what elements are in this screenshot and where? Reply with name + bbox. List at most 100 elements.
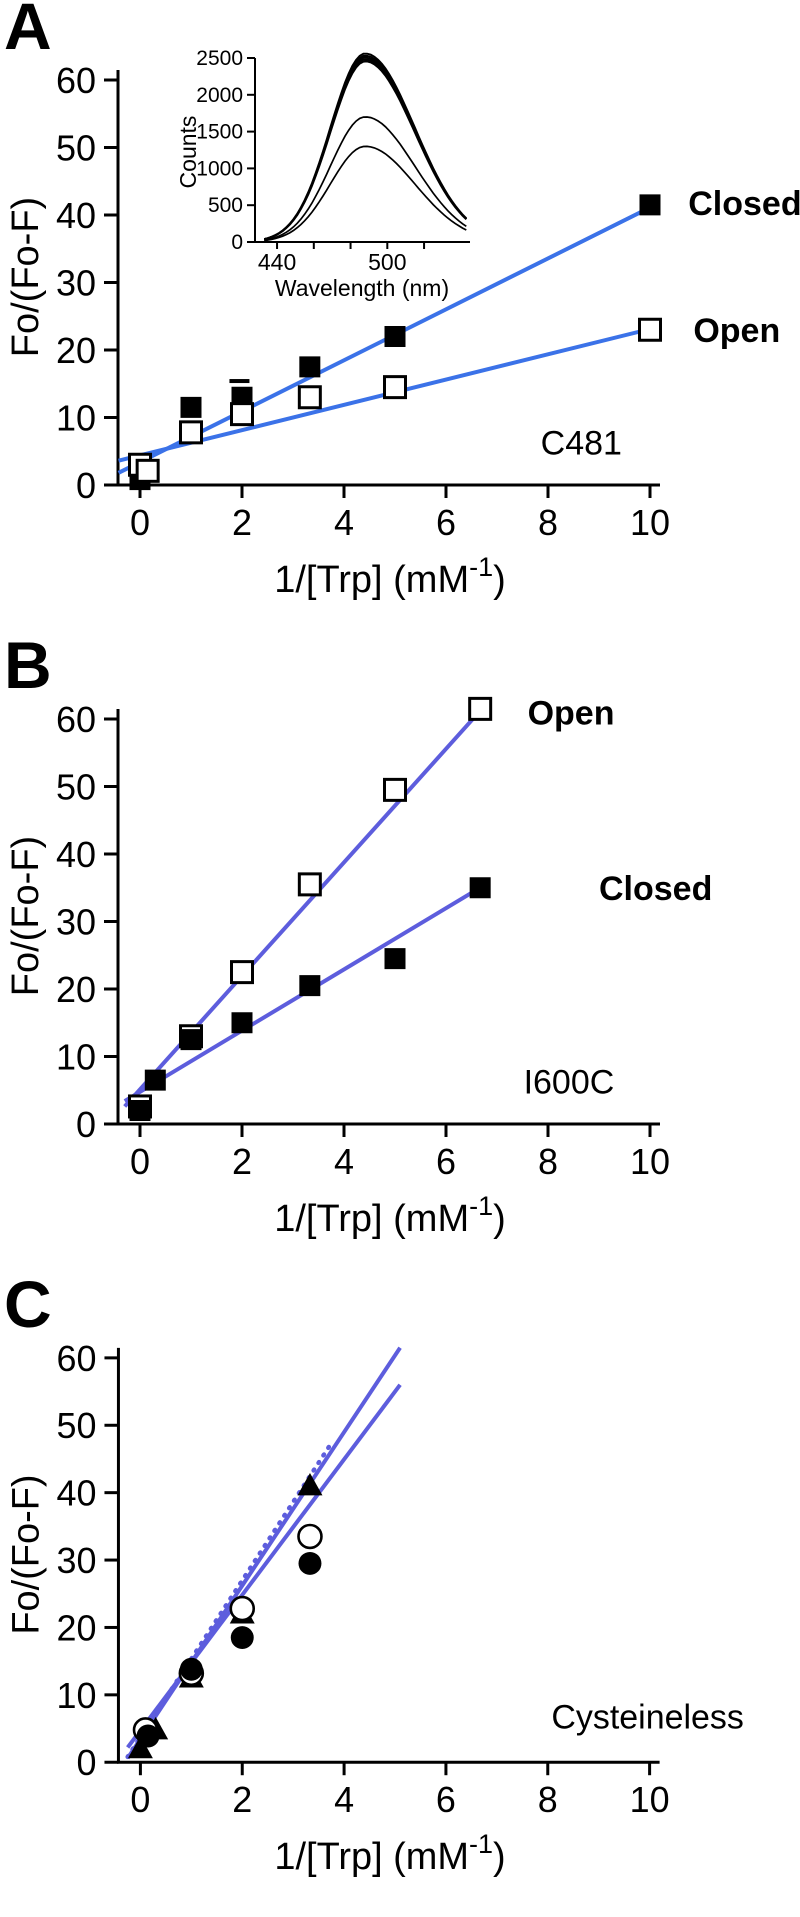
xtick-label: 10 [630, 502, 670, 543]
ytick-label: 60 [56, 60, 96, 101]
x-axis-label: 1/[Trp] (mM-1) [274, 1829, 505, 1878]
ytick-label: 40 [56, 195, 96, 236]
y-axis-label: Fo/(Fo-F) [6, 1474, 48, 1634]
xtick-label: 0 [130, 1779, 150, 1820]
series-markers [128, 194, 662, 491]
series-label-closed: Closed [599, 870, 712, 908]
ytick-label: 30 [56, 902, 96, 943]
marker-circle-filled [230, 1626, 254, 1650]
xtick-label: 6 [436, 1141, 456, 1182]
inset-spectrum-curve [263, 54, 468, 241]
ytick-label: 10 [56, 398, 96, 439]
inset-spectrum-curve [263, 58, 468, 241]
inset-spectrum-curve [263, 60, 467, 241]
marker-square-filled [180, 396, 202, 418]
marker-square-filled [639, 194, 661, 216]
panel-b-chart: 0 2 4 6 8 10 0 10 20 30 40 50 60 1/[Trp] (mM-1) Fo/(Fo… [5, 694, 713, 1240]
marker-square-filled [384, 326, 406, 347]
ytick-label: 50 [56, 767, 96, 808]
marker-square-open [297, 385, 322, 410]
marker-square-open [383, 375, 407, 400]
marker-square-filled [299, 356, 321, 378]
inset-spectra: 0 500 1000 1500 2000 2500 440 500 Counts Waveleng… [175, 47, 470, 301]
inset-ytick-label: 0 [231, 231, 243, 254]
inset-xtick-label: 500 [368, 249, 406, 275]
axis-lines [116, 709, 660, 1126]
inset-xlabel: Wavelength (nm) [275, 275, 449, 301]
marker-circle-open [297, 1523, 323, 1550]
marker-square-open [179, 420, 203, 445]
marker-circle-filled [298, 1551, 322, 1575]
marker-circle-filled [136, 1724, 160, 1748]
ytick-label: 60 [56, 1338, 96, 1379]
xtick-label: 10 [630, 1141, 670, 1182]
marker-square-filled [129, 1100, 151, 1121]
marker-square-filled [384, 948, 406, 970]
panel-annotation: I600C [524, 1064, 615, 1102]
series-label-closed: Closed [688, 185, 800, 223]
ytick-label: 40 [56, 1473, 96, 1514]
ytick-label: 0 [76, 465, 96, 506]
marker-square-open [383, 777, 407, 802]
panel-a-letter: A [4, 0, 52, 63]
panel-c-chart: 0 2 4 6 8 10 0 10 20 30 40 50 60 1/[Trp] (mM-1) Fo/(Fo… [6, 1338, 744, 1878]
xtick-label: 8 [538, 1779, 558, 1820]
xtick-label: 10 [630, 1779, 670, 1820]
panel-annotation: C481 [541, 425, 622, 463]
inset-spectrum-curve [264, 145, 467, 242]
marker-square-filled [231, 1012, 253, 1034]
ytick-label: 20 [56, 1607, 96, 1648]
series-circle-filled [136, 1551, 322, 1748]
marker-square-open [230, 402, 254, 427]
inset-axes [254, 58, 470, 243]
inset-spectrum-curve [264, 116, 467, 241]
series-markers [127, 1472, 323, 1759]
inset-ytick-label: 500 [208, 194, 243, 217]
inset-ylabel: Counts [175, 116, 201, 189]
xtick-label: 4 [334, 502, 354, 543]
panel-annotation: Cysteineless [551, 1699, 743, 1737]
ytick-label: 10 [56, 1037, 96, 1078]
xtick-label: 0 [130, 502, 150, 543]
marker-square-open [468, 696, 493, 721]
axes: 0 2 4 6 8 10 0 10 20 30 40 50 60 1/[Trp] (mM-1) Fo/(Fo… [5, 699, 670, 1240]
ytick-label: 30 [56, 1540, 96, 1581]
axes: 0 2 4 6 8 10 0 10 20 30 40 50 60 1/[Trp] (mM-1) Fo/(Fo… [5, 60, 670, 601]
labels: I600C Open Closed [524, 694, 713, 1101]
xtick-label: 8 [538, 1141, 558, 1182]
xtick-label: 4 [334, 1141, 354, 1182]
marker-circle-open [229, 1595, 256, 1622]
xtick-label: 8 [538, 502, 558, 543]
ytick-label: 30 [56, 263, 96, 304]
y-axis-label: Fo/(Fo-F) [5, 836, 47, 996]
inset-ytick-label: 1500 [196, 121, 243, 144]
xtick-label: 2 [232, 502, 252, 543]
inset-ytick-label: 2000 [196, 84, 243, 107]
x-axis-label: 1/[Trp] (mM-1) [274, 1191, 506, 1240]
panel-c-letter: C [4, 1267, 52, 1341]
xtick-label: 2 [232, 1141, 252, 1182]
inset-xtick-label: 440 [258, 249, 296, 275]
series-label-open: Open [528, 694, 615, 732]
xtick-label: 0 [130, 1141, 150, 1182]
ytick-label: 10 [56, 1675, 96, 1716]
marker-square-filled [469, 877, 491, 899]
ytick-label: 50 [56, 128, 96, 169]
marker-square-filled [180, 1029, 202, 1051]
marker-square-open [135, 458, 160, 483]
marker-square-open [638, 317, 662, 342]
panel-b: B 0 2 4 6 8 10 0 10 20 30 40 50 60 1/[Trp] (mM-1) Fo/(… [0, 629, 800, 1278]
labels: Cysteineless [551, 1699, 743, 1737]
marker-square-filled [144, 1069, 166, 1091]
panel-a-chart: 0 2 4 6 8 10 0 10 20 30 40 50 60 1/[Trp] (mM-1) Fo/(Fo… [5, 47, 800, 601]
inset-ytick-label: 2500 [196, 47, 243, 70]
panel-a: A 0 2 4 6 8 10 0 10 20 30 40 50 60 1/[Trp] (mM-1) Fo/(… [0, 0, 800, 639]
ytick-label: 0 [76, 1742, 96, 1783]
xtick-label: 6 [436, 502, 456, 543]
fit-lines [125, 1346, 402, 1760]
series-open [128, 317, 662, 483]
marker-square-open [230, 960, 254, 985]
series-markers [128, 696, 493, 1121]
marker-circle-filled [179, 1657, 203, 1681]
labels: C481 Closed Open [541, 185, 800, 463]
